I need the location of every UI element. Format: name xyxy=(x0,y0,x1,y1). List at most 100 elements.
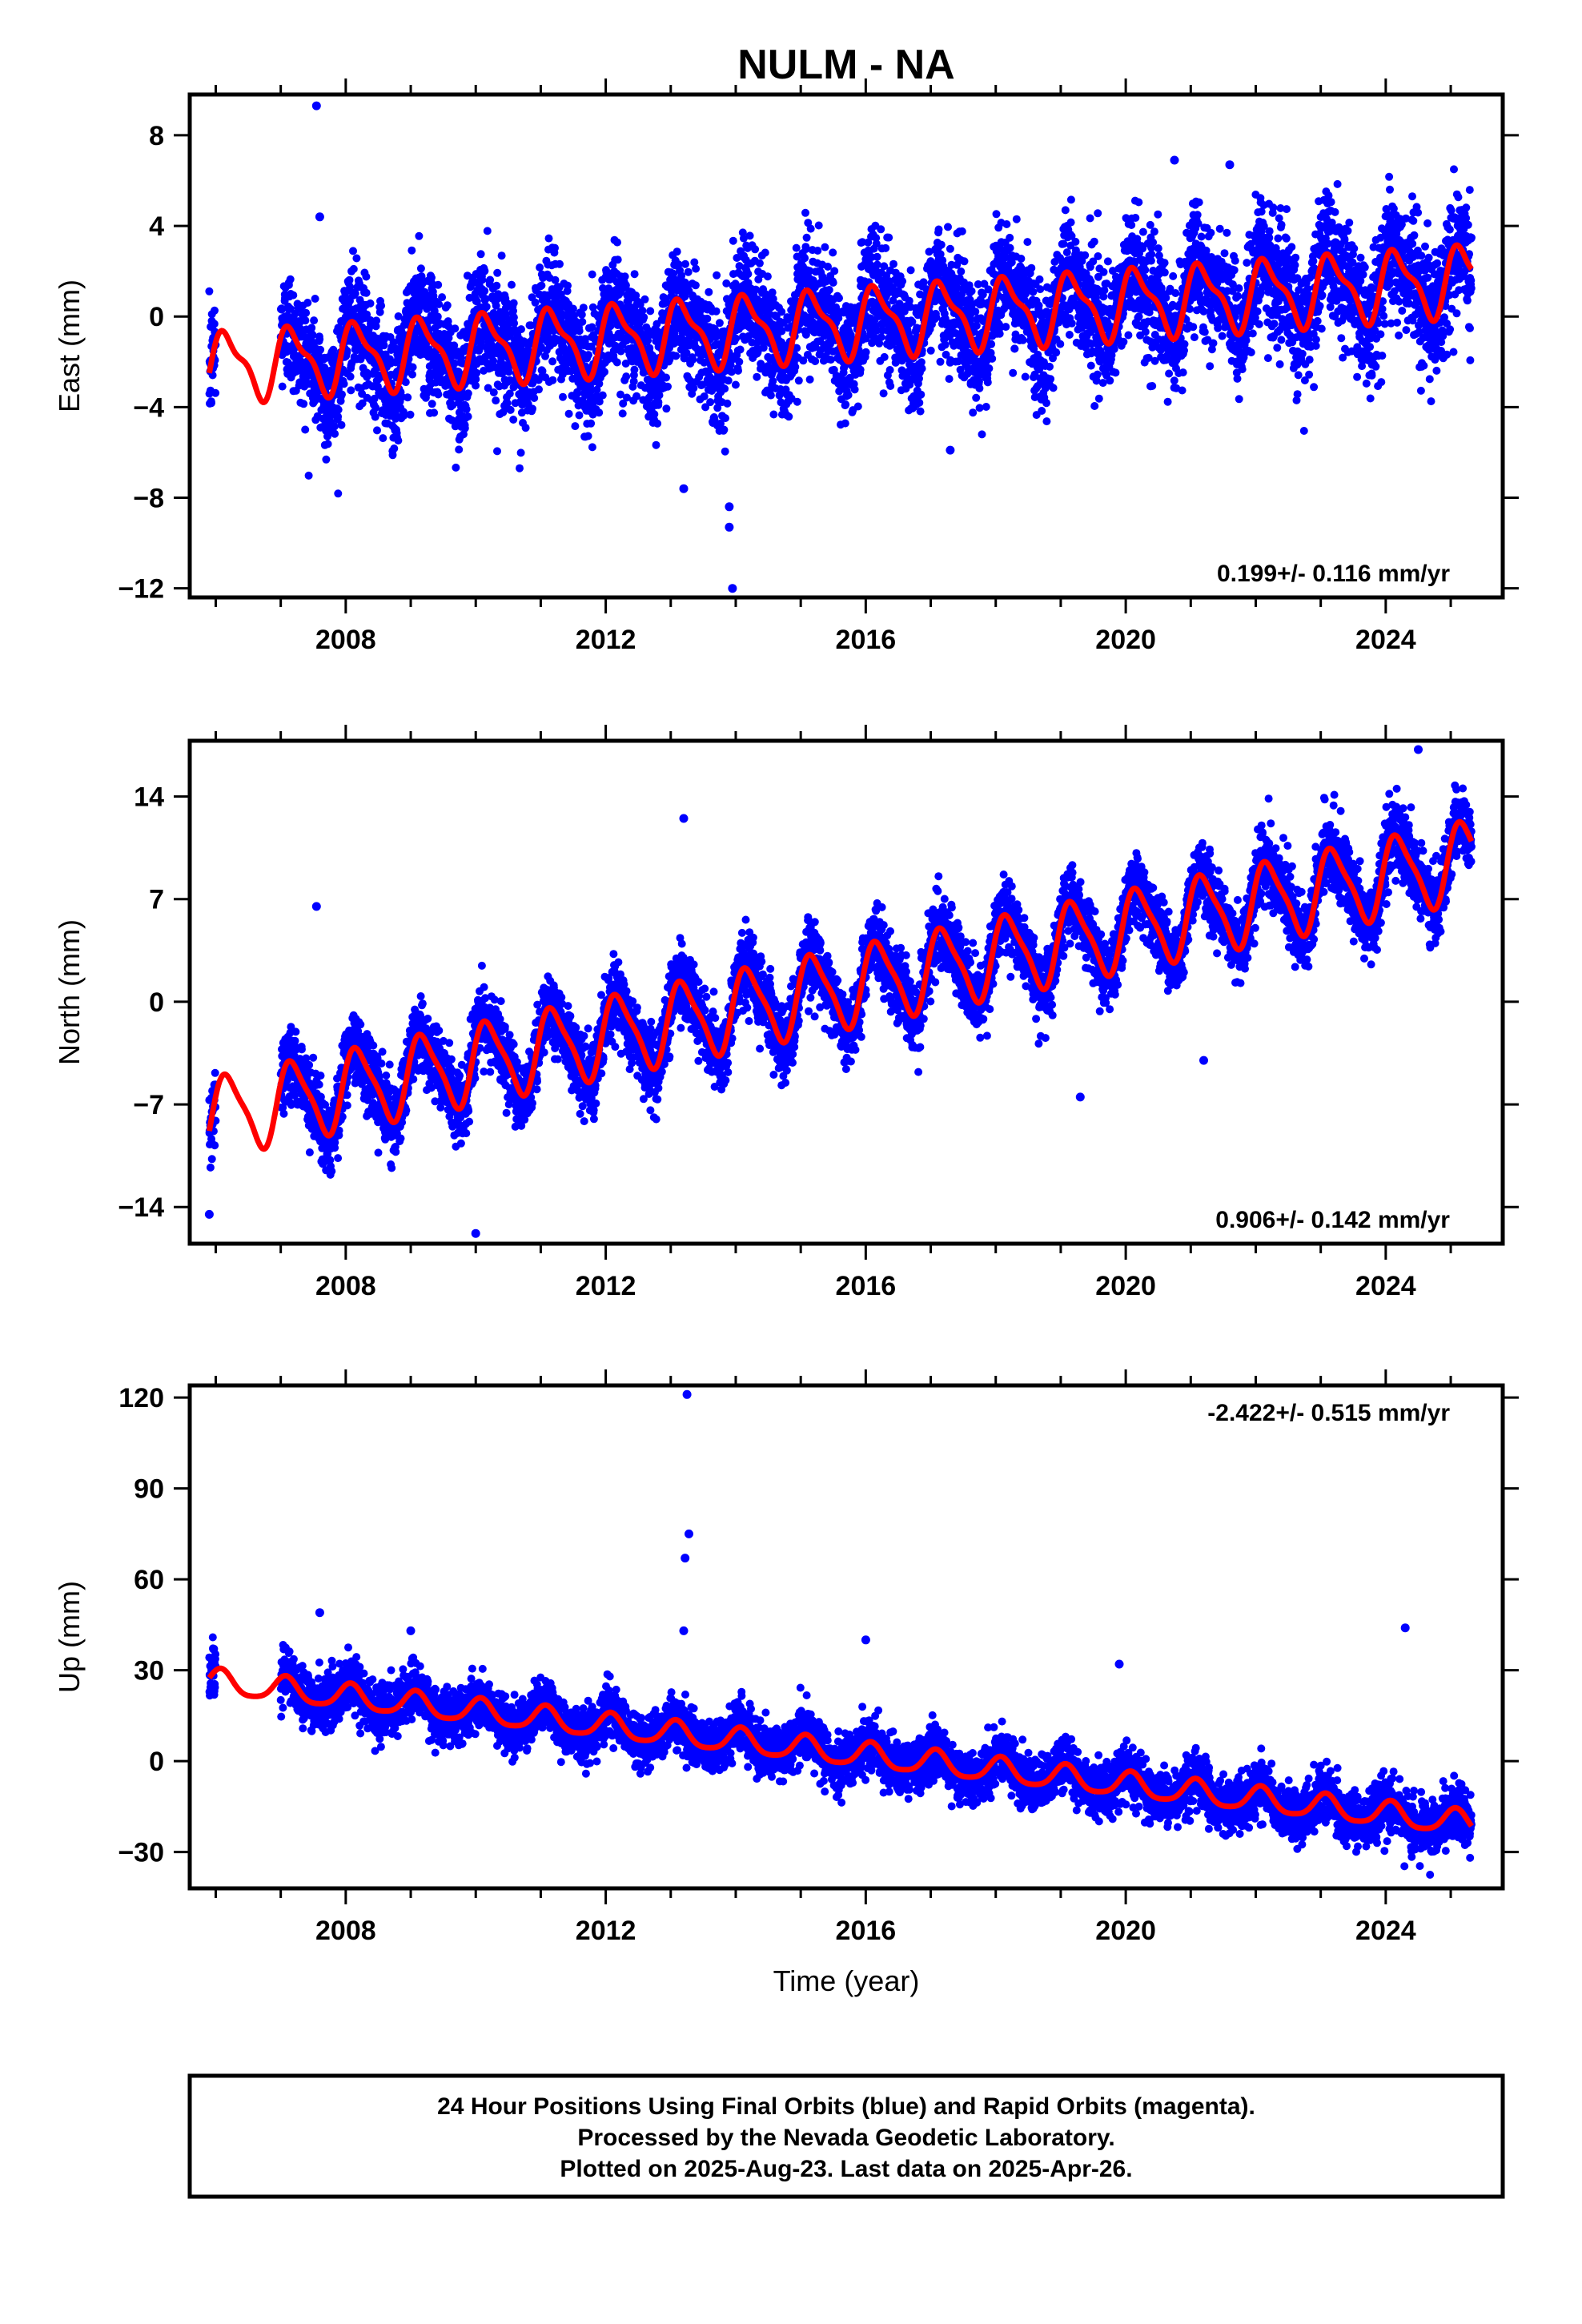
east-data-point xyxy=(1148,382,1157,390)
east-data-point xyxy=(358,399,367,408)
east-data-point xyxy=(371,412,379,421)
east-data-point xyxy=(373,382,382,391)
east-data-point xyxy=(662,373,670,382)
east-data-point xyxy=(824,263,832,271)
east-data-point xyxy=(521,424,530,432)
east-data-point xyxy=(698,380,707,389)
east-data-point xyxy=(1021,372,1030,381)
east-data-point xyxy=(753,372,761,381)
east-data-point xyxy=(732,334,741,343)
east-data-point xyxy=(769,410,778,419)
east-data-point xyxy=(581,335,589,344)
east-data-point xyxy=(373,426,381,435)
east-data-point xyxy=(587,342,596,351)
east-data-point xyxy=(793,397,801,406)
east-data-point xyxy=(811,357,820,365)
east-data-point xyxy=(573,388,582,397)
east-data-point xyxy=(428,400,436,408)
east-data-point xyxy=(503,399,512,408)
east-data-point xyxy=(652,440,661,449)
east-data-point xyxy=(587,419,596,428)
east-data-point xyxy=(434,280,443,289)
east-data-point xyxy=(632,292,640,300)
east-data-point xyxy=(510,319,519,328)
east-data-point xyxy=(509,299,518,308)
east-data-point xyxy=(504,368,513,376)
east-data-point xyxy=(801,254,809,263)
east-data-point xyxy=(548,376,557,384)
east-data-point xyxy=(623,393,631,402)
east-data-point xyxy=(814,221,823,230)
east-data-point xyxy=(640,313,648,322)
east-data-point xyxy=(337,420,346,429)
east-data-point xyxy=(338,390,346,399)
east-data-point xyxy=(673,247,681,256)
east-data-point xyxy=(856,365,865,374)
east-data-point xyxy=(556,259,564,268)
east-data-point xyxy=(493,447,501,456)
east-data-point xyxy=(1061,206,1070,215)
east-data-point xyxy=(349,264,358,273)
east-data-point xyxy=(462,405,471,414)
east-data-point xyxy=(916,407,925,416)
east-data-point xyxy=(339,380,348,388)
east-data-point xyxy=(616,390,624,399)
east-data-point xyxy=(362,288,371,297)
east-data-point xyxy=(286,275,295,283)
east-data-point xyxy=(1099,267,1108,276)
east-data-point xyxy=(205,287,214,296)
east-data-point xyxy=(541,352,549,360)
east-data-point xyxy=(390,444,399,452)
chart-title: NULM - NA xyxy=(737,42,955,88)
east-data-point xyxy=(713,271,721,279)
east-data-point xyxy=(1006,233,1014,242)
east-data-point xyxy=(450,359,459,368)
east-data-point xyxy=(211,388,220,397)
east-data-point xyxy=(379,434,387,443)
east-data-point xyxy=(1093,370,1102,379)
east-data-point xyxy=(331,429,339,438)
east-data-point xyxy=(638,306,647,315)
east-data-point xyxy=(516,464,524,472)
east-data-point xyxy=(537,281,546,290)
east-data-point xyxy=(401,378,410,387)
east-data-point xyxy=(630,365,639,374)
east-data-point xyxy=(430,360,439,369)
east-data-point xyxy=(987,340,996,348)
east-data-point xyxy=(630,270,639,279)
east-data-point xyxy=(825,286,833,294)
east-data-point xyxy=(362,272,371,281)
east-data-point xyxy=(926,346,935,355)
east-data-point xyxy=(985,364,994,372)
east-data-point xyxy=(850,385,859,394)
east-data-point xyxy=(406,410,415,419)
east-data-point xyxy=(303,299,312,307)
east-data-point xyxy=(898,277,907,286)
east-data-point xyxy=(278,382,287,391)
east-data-point xyxy=(478,275,487,284)
east-data-point xyxy=(992,210,1001,219)
east-data-point xyxy=(982,403,990,411)
east-data-point xyxy=(654,398,663,407)
east-data-point xyxy=(1056,340,1065,348)
east-data-point xyxy=(691,281,700,290)
east-data-point xyxy=(486,275,495,284)
east-data-point xyxy=(366,299,375,308)
east-data-point xyxy=(584,432,592,440)
east-data-point xyxy=(1029,287,1038,296)
east-data-point xyxy=(1134,312,1143,321)
east-data-point xyxy=(579,304,588,312)
east-data-point xyxy=(1098,379,1107,388)
east-data-point xyxy=(407,348,416,357)
east-data-point xyxy=(433,312,442,321)
east-data-point xyxy=(548,357,557,366)
east-data-point xyxy=(588,303,597,312)
east-data-point xyxy=(915,398,924,407)
east-data-point xyxy=(416,264,425,273)
east-data-point xyxy=(493,268,502,277)
east-data-point xyxy=(934,225,943,234)
east-data-point xyxy=(618,409,627,418)
east-data-point xyxy=(674,260,683,269)
east-data-point xyxy=(720,425,729,434)
